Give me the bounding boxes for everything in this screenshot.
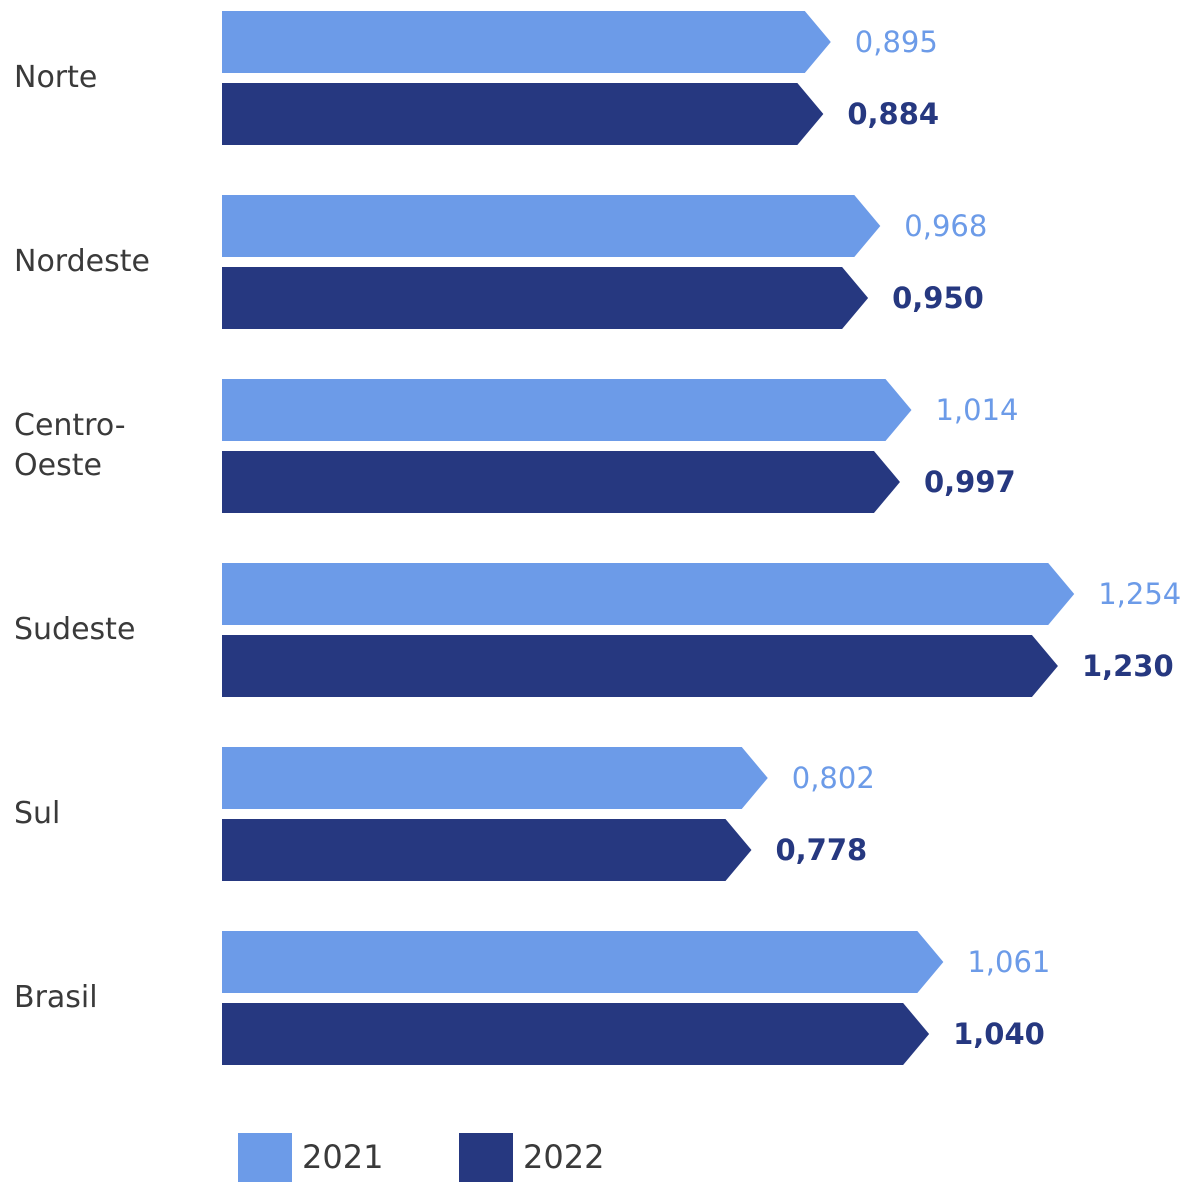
value-label-norte-2021: 0,895 [855, 25, 938, 59]
value-label-sudeste-2021: 1,254 [1098, 577, 1181, 611]
category-label-nordeste: Nordeste [14, 244, 150, 279]
legend-swatch-2022 [459, 1133, 513, 1182]
bar-sudeste-2022 [222, 635, 1058, 697]
legend-item-2022: 2022 [459, 1133, 604, 1182]
bar-sul-2021 [222, 747, 768, 809]
legend-item-2021: 2021 [238, 1133, 383, 1182]
legend-label-2021: 2021 [302, 1138, 384, 1176]
value-label-brasil-2022: 1,040 [953, 1017, 1045, 1051]
category-label-sudeste: Sudeste [14, 612, 136, 647]
value-label-nordeste-2022: 0,950 [892, 281, 984, 315]
bar-norte-2021 [222, 11, 831, 73]
bar-brasil-2021 [222, 931, 944, 993]
category-label-brasil: Brasil [14, 980, 98, 1015]
value-label-sul-2022: 0,778 [775, 833, 867, 867]
bar-sudeste-2021 [222, 563, 1075, 625]
bar-nordeste-2022 [222, 267, 869, 329]
bar-norte-2022 [222, 83, 824, 145]
value-label-centro-oeste-2021: 1,014 [935, 393, 1018, 427]
category-label-sul: Sul [14, 796, 61, 831]
value-labels-group: 0,895 0,884 0,968 0,950 1,014 0,997 1,254 1,230… [775, 25, 1181, 1051]
category-label-centro-oeste: Centro- Oeste [14, 408, 126, 483]
category-label-norte: Norte [14, 60, 98, 95]
value-label-brasil-2021: 1,061 [967, 945, 1050, 979]
bar-centro-oeste-2021 [222, 379, 912, 441]
value-label-sul-2021: 0,802 [792, 761, 875, 795]
bar-nordeste-2021 [222, 195, 881, 257]
bars-group [222, 11, 1075, 1065]
legend-swatch-2021 [238, 1133, 292, 1182]
bar-brasil-2022 [222, 1003, 930, 1065]
bar-sul-2022 [222, 819, 752, 881]
value-label-centro-oeste-2022: 0,997 [924, 465, 1016, 499]
value-label-norte-2022: 0,884 [847, 97, 939, 131]
value-label-sudeste-2022: 1,230 [1082, 649, 1174, 683]
value-label-nordeste-2021: 0,968 [904, 209, 987, 243]
bar-centro-oeste-2022 [222, 451, 900, 513]
legend-label-2022: 2022 [523, 1138, 605, 1176]
